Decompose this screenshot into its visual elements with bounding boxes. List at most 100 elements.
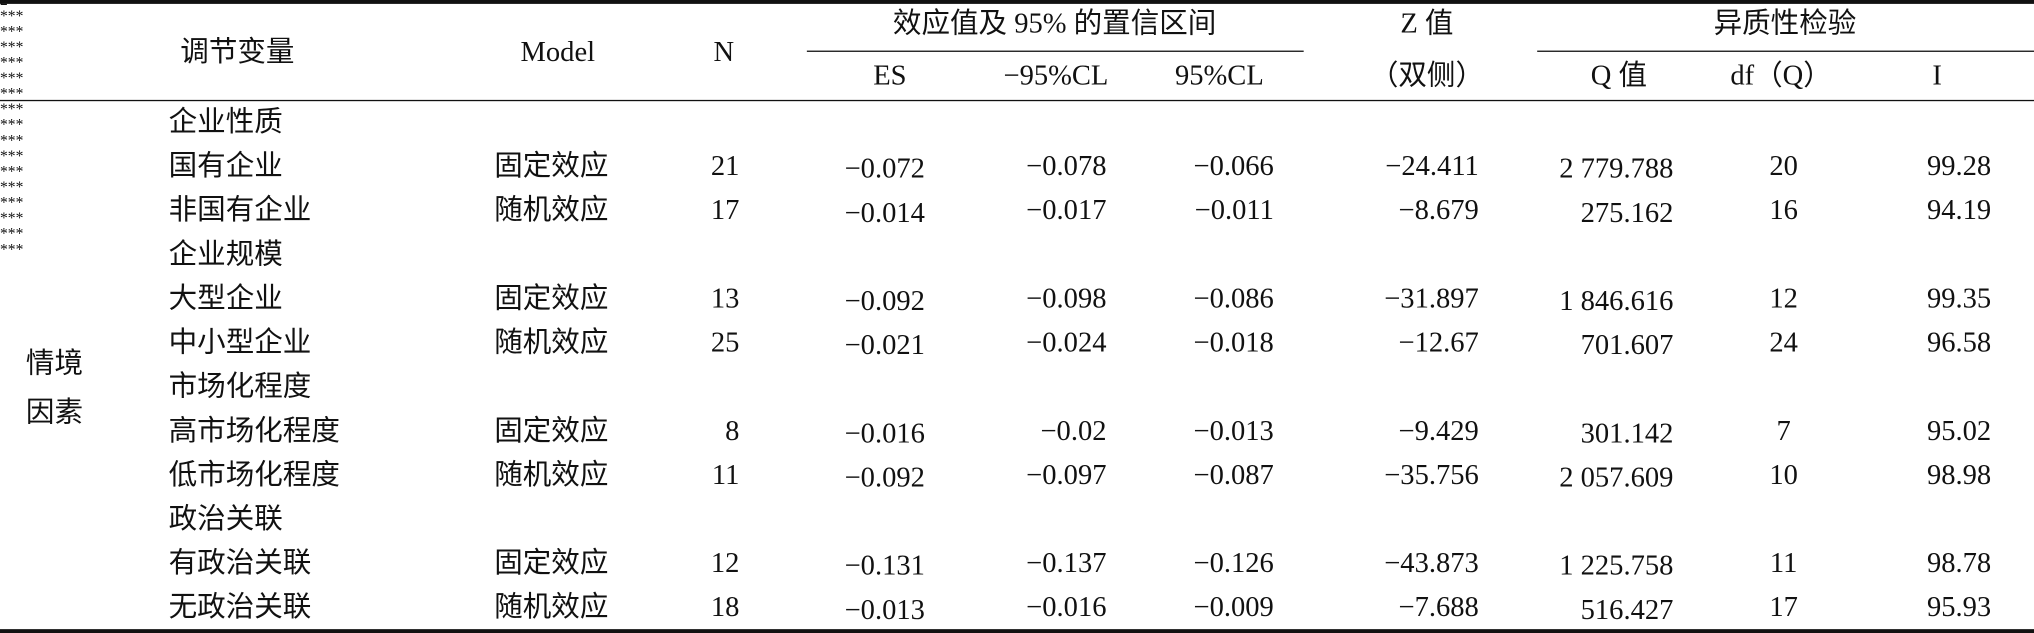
q-cell: 516.427: [1580, 592, 1674, 626]
lower-cell: −0.098: [1026, 281, 1107, 314]
model-cell: 随机效应: [494, 590, 609, 623]
lower-cell: −0.016: [1026, 590, 1107, 623]
row-label: 高市场化程度: [168, 413, 340, 447]
model-cell: 随机效应: [494, 457, 609, 491]
model-cell: 固定效应: [494, 281, 609, 314]
row-label: 有政治关联: [168, 546, 312, 579]
upper-cell: −0.126: [1193, 546, 1274, 579]
header-cell: df（Q）: [1730, 58, 1832, 91]
significance: ***: [0, 53, 24, 72]
i2-cell: 94.19: [1926, 193, 1992, 226]
significance: ***: [0, 68, 24, 87]
row-label: 大型企业: [168, 281, 283, 314]
q-cell: 301.142: [1580, 416, 1674, 449]
row-label: 低市场化程度: [168, 457, 340, 491]
model-cell: 固定效应: [494, 546, 609, 579]
significance: ***: [0, 6, 24, 25]
df-cell: 20: [1769, 149, 1798, 182]
i2-cell: 99.35: [1926, 281, 1992, 314]
q-cell: 2 779.788: [1559, 151, 1674, 185]
lower-cell: −0.02: [1040, 413, 1107, 447]
z-cell: −43.873: [1384, 546, 1479, 579]
q-cell: 701.607: [1580, 328, 1674, 361]
es-cell: −0.092: [844, 460, 925, 493]
n-cell: 18: [710, 590, 740, 623]
header-cell: Z 值: [1400, 6, 1454, 39]
section-label: 企业规模: [168, 237, 283, 270]
significance: ***: [0, 22, 24, 41]
sub-rule: [806, 50, 1304, 52]
df-cell: 7: [1776, 413, 1791, 447]
significance: ***: [0, 177, 24, 196]
z-cell: −24.411: [1385, 149, 1479, 182]
lower-cell: −0.137: [1026, 546, 1107, 579]
n-cell: 25: [710, 325, 740, 359]
q-cell: 275.162: [1580, 195, 1674, 229]
header-cell: ES: [873, 58, 907, 91]
i2-cell: 96.58: [1926, 325, 1992, 359]
z-cell: −9.429: [1398, 413, 1479, 447]
upper-cell: −0.018: [1193, 325, 1274, 359]
lower-cell: −0.078: [1026, 149, 1107, 182]
lower-cell: −0.097: [1026, 457, 1107, 491]
upper-cell: −0.013: [1193, 413, 1274, 447]
significance: ***: [0, 37, 24, 56]
df-cell: 10: [1769, 457, 1798, 491]
section-label: 企业性质: [168, 105, 283, 138]
bottom-rule: [0, 629, 2034, 633]
n-cell: 11: [711, 457, 740, 491]
lower-cell: −0.017: [1026, 193, 1107, 226]
es-cell: −0.092: [844, 284, 925, 317]
es-cell: −0.072: [844, 151, 925, 185]
header-cell: Q 值: [1590, 58, 1648, 91]
row-label: 非国有企业: [168, 193, 312, 226]
es-cell: −0.016: [844, 416, 925, 449]
header-rule: [0, 99, 2034, 102]
df-cell: 17: [1769, 590, 1798, 623]
significance: ***: [0, 99, 24, 119]
n-cell: 21: [710, 149, 740, 182]
significance: ***: [0, 84, 24, 103]
model-cell: 随机效应: [494, 193, 609, 226]
df-cell: 16: [1769, 193, 1798, 226]
model-cell: 固定效应: [494, 149, 609, 182]
section-label: 市场化程度: [168, 369, 312, 403]
i2-cell: 98.98: [1926, 457, 1992, 491]
significance: ***: [0, 115, 24, 134]
n-cell: 12: [710, 546, 740, 579]
q-cell: 1 225.758: [1559, 548, 1674, 582]
z-cell: −8.679: [1398, 193, 1479, 226]
upper-cell: −0.087: [1193, 457, 1274, 491]
df-cell: 11: [1769, 546, 1798, 579]
i2-cell: 95.02: [1926, 413, 1992, 447]
significance: ***: [0, 193, 24, 212]
es-cell: −0.014: [844, 195, 925, 229]
header-cell: I: [1932, 58, 1942, 91]
top-rule: [0, 0, 2034, 4]
significance: ***: [0, 208, 24, 228]
significance: ***: [0, 239, 24, 259]
es-cell: −0.013: [844, 592, 925, 626]
header-cell: 效应值及 95% 的置信区间: [892, 6, 1217, 39]
i2-cell: 98.78: [1926, 546, 1992, 579]
upper-cell: −0.086: [1193, 281, 1274, 314]
df-cell: 12: [1769, 281, 1798, 314]
n-cell: 8: [725, 413, 740, 447]
i2-cell: 95.93: [1926, 590, 1992, 623]
header-cell: −95%CL: [1003, 58, 1109, 91]
es-cell: −0.131: [844, 548, 925, 582]
n-cell: 17: [710, 193, 740, 226]
header-cell: N: [713, 35, 735, 68]
row-label: 无政治关联: [168, 590, 312, 623]
upper-cell: −0.066: [1193, 149, 1274, 182]
q-cell: 2 057.609: [1559, 460, 1674, 493]
lower-cell: −0.024: [1026, 325, 1107, 359]
group-label: 情境: [25, 346, 84, 379]
model-cell: 随机效应: [494, 325, 609, 359]
upper-cell: −0.009: [1193, 590, 1274, 623]
z-cell: −7.688: [1398, 590, 1479, 623]
q-cell: 1 846.616: [1559, 284, 1674, 317]
df-cell: 24: [1769, 325, 1798, 359]
n-cell: 13: [710, 281, 740, 314]
